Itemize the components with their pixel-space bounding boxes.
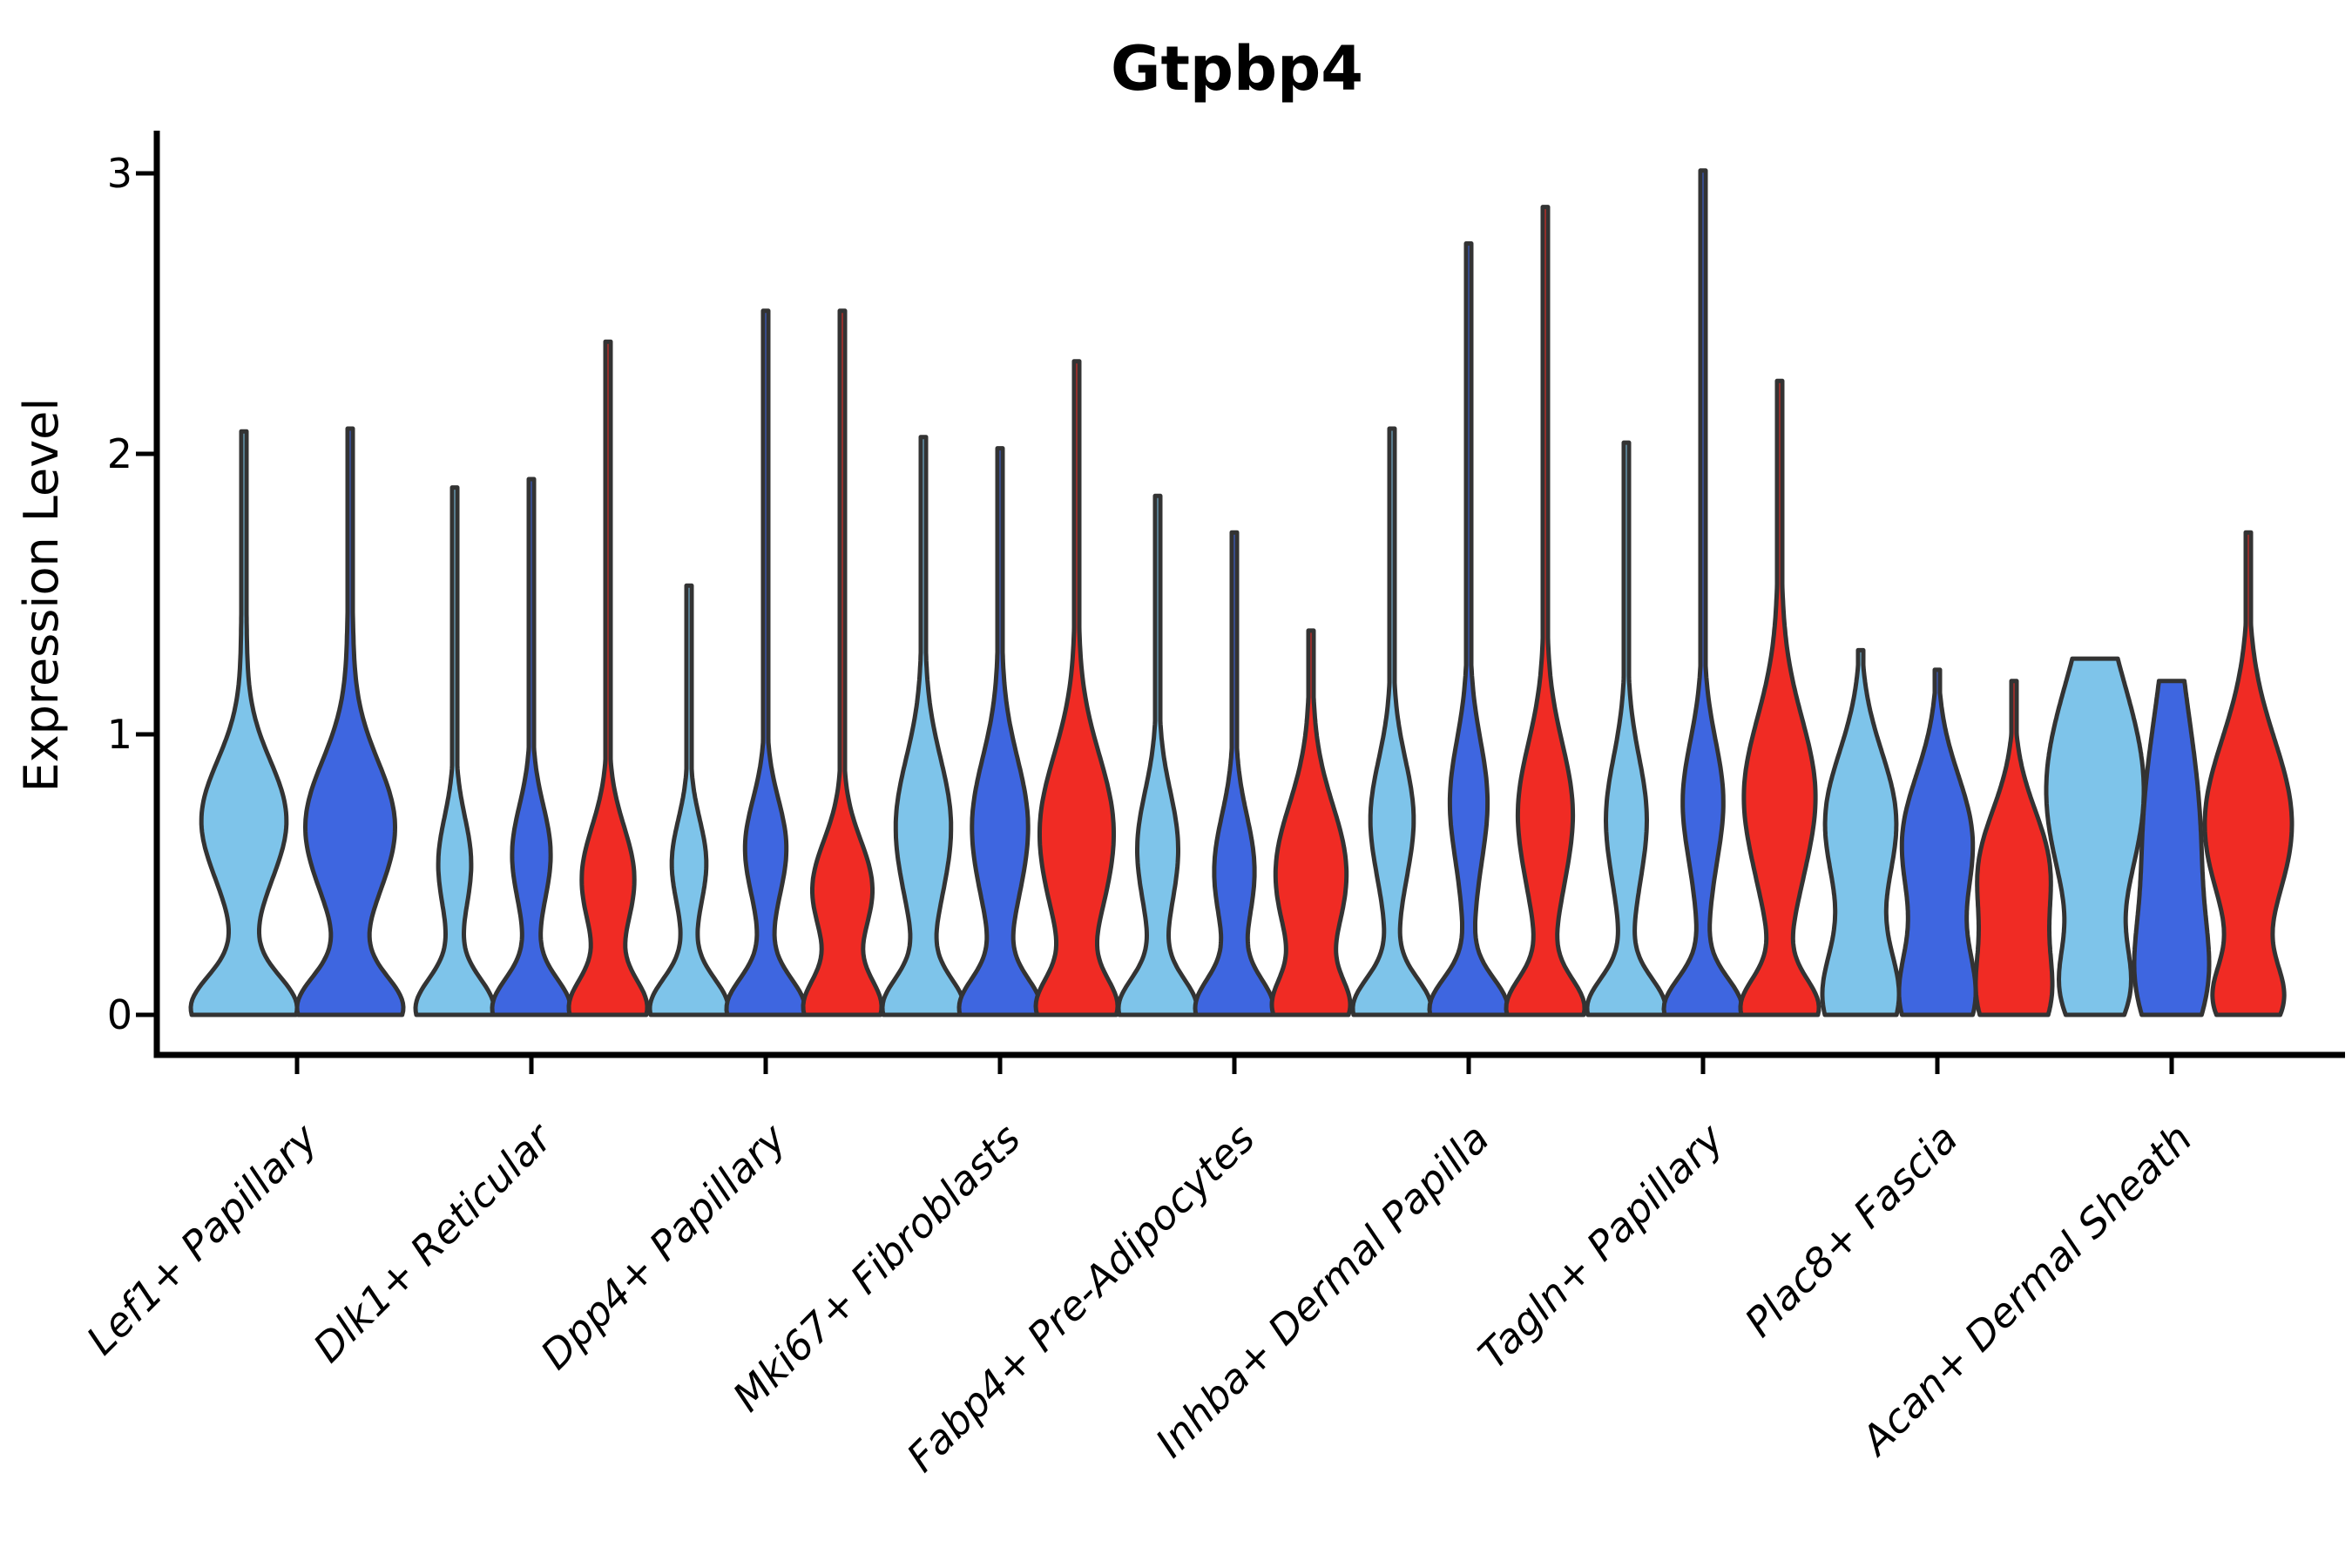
violin [1973,679,2055,1017]
violin [566,339,650,1017]
x-tick-label: Dpp4+ Papillary [531,1114,795,1378]
violin [1033,359,1120,1017]
y-tick-label: 2 [107,430,132,477]
x-tick-label: Tagln+ Papillary [1469,1114,1733,1378]
x-tick-label: Plac8+ Fascia [1735,1115,1966,1346]
y-axis-label: Expression Level [14,398,69,793]
violin [2132,679,2212,1017]
violin [413,485,497,1017]
violin [1427,241,1511,1017]
violin [1350,426,1434,1017]
violin [188,429,300,1017]
chart-title: Gtpbp4 [1111,33,1363,105]
violin [1116,493,1200,1017]
violin [801,308,884,1017]
violin [2202,530,2295,1017]
y-tick-label: 3 [107,150,132,197]
violin [1738,378,1821,1017]
violin [2044,656,2146,1017]
violin [647,583,731,1017]
violin [1661,168,1745,1017]
violin [1820,647,1902,1017]
violin [956,446,1044,1017]
violin [1269,628,1353,1017]
violins-layer [188,168,2295,1017]
violin [1896,667,1978,1017]
x-tick-label: Lef1+ Papillary [78,1114,327,1363]
violin [490,476,573,1017]
x-tick-label: Dlk1+ Reticular [304,1112,563,1371]
y-tick-label: 1 [107,711,132,758]
violin [1585,440,1668,1017]
violin [724,308,808,1017]
y-tick-label: 0 [107,991,132,1038]
violin [880,435,967,1017]
y-tick-labels: 0 1 2 3 [107,150,157,1038]
violin [294,426,406,1017]
axis-spines [153,131,2345,1058]
violin [1193,530,1276,1017]
violin [1504,205,1587,1017]
axes-layer [153,131,2345,1058]
